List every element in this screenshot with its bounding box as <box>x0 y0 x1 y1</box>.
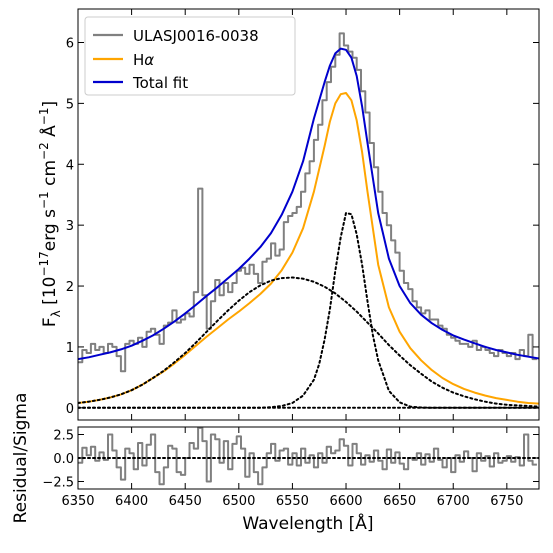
legend: ULASJ0016-0038 Hα Total fit <box>84 16 296 96</box>
main-y-tick-label: 1 <box>66 341 74 356</box>
main-series-total-fit <box>78 47 539 361</box>
main-y-tick-label: 5 <box>66 97 74 112</box>
main-y-tick-label: 4 <box>66 158 74 173</box>
x-tick-label: 6350 <box>61 494 94 509</box>
x-tick-label: 6500 <box>222 494 255 509</box>
x-axis: 6350 6400 6450 6500 6550 6600 6650 6700 6750 <box>61 427 523 509</box>
residual-y-axis-label: Residual/Sigma <box>11 393 31 524</box>
x-tick-label: 6750 <box>490 494 523 509</box>
residual-y-tick-label: 0.0 <box>53 452 74 467</box>
main-y-axis-label: Fλ [10−17erg s−1 cm−2 Å−1] <box>37 101 63 327</box>
x-tick-label: 6650 <box>383 494 416 509</box>
main-y-tick-label: 2 <box>66 280 74 295</box>
residual-y-tick-label: −2.5 <box>42 475 74 490</box>
main-series-dotted-3 <box>78 276 539 408</box>
legend-label-observed: ULASJ0016-0038 <box>133 27 259 45</box>
residual-series-group <box>78 427 539 486</box>
x-tick-label: 6450 <box>169 494 202 509</box>
main-series-ulasj0016-0038 <box>78 32 537 373</box>
residual-y-axis: −2.5 0.0 2.5 <box>42 429 539 490</box>
legend-box <box>84 16 296 96</box>
x-tick-label: 6550 <box>276 494 309 509</box>
main-panel: 0 1 2 3 4 5 6 ULASJ0016-0038 Hα Total fit Fλ [… <box>37 8 540 421</box>
x-tick-label: 6400 <box>115 494 148 509</box>
main-y-tick-label: 6 <box>66 36 74 51</box>
residual-y-tick-label: 2.5 <box>53 429 74 444</box>
residual-panel: −2.50.02.5 6350 6400 6450 6500 6550 6600 6650 6… <box>11 393 540 534</box>
x-tick-label: 6600 <box>329 494 362 509</box>
legend-label-total-fit: Total fit <box>132 74 188 92</box>
main-y-axis: 0 1 2 3 4 5 6 <box>66 36 539 417</box>
main-series-dotted-4 <box>78 212 539 409</box>
main-y-tick-label: 0 <box>66 402 74 417</box>
x-tick-label: 6700 <box>437 494 470 509</box>
legend-label-halpha: Hα <box>133 51 154 69</box>
main-y-tick-label: 3 <box>66 219 74 234</box>
x-axis-label: Wavelength [Å] <box>242 512 373 534</box>
main-series-group <box>78 32 539 409</box>
residual-frame <box>77 426 540 490</box>
main-frame <box>77 8 540 421</box>
